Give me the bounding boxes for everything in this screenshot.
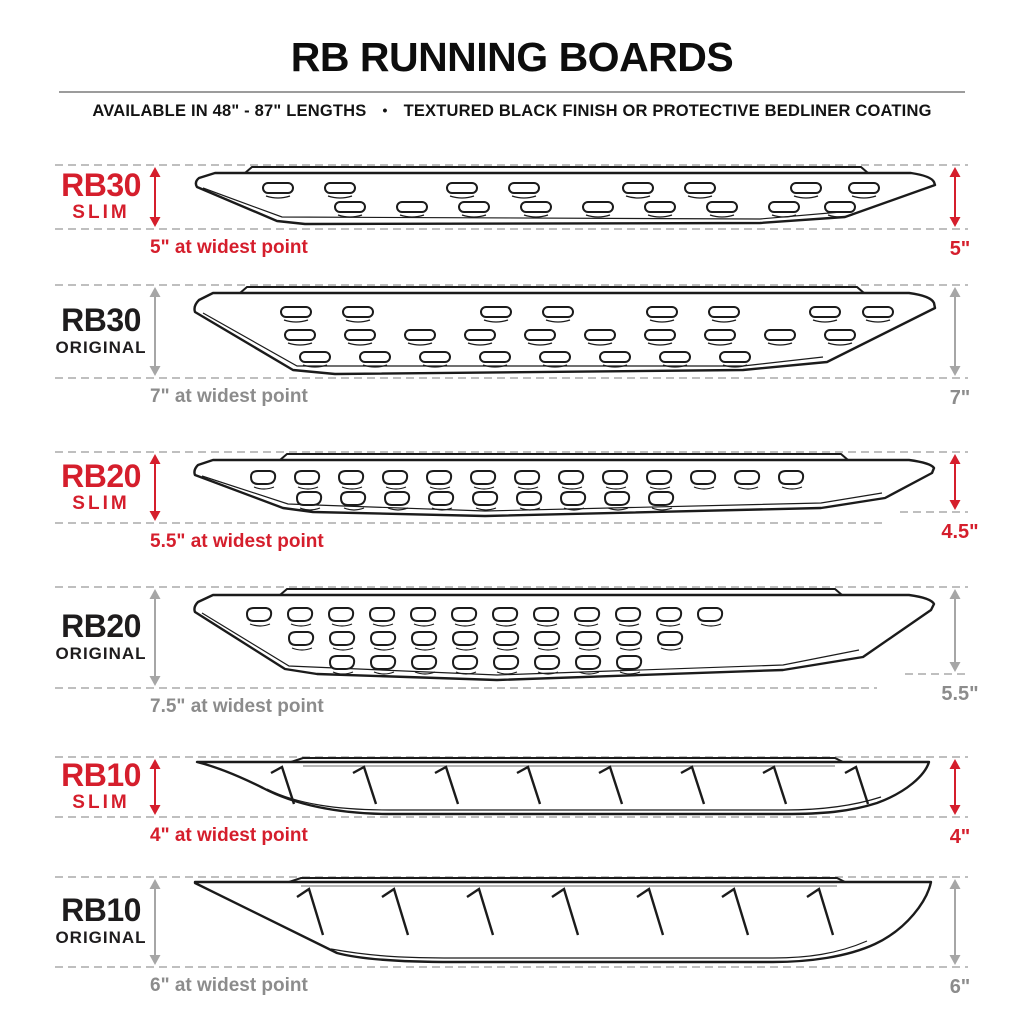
left-dimension-arrow-icon (147, 588, 163, 692)
row-rb30-slim: RB30 SLIM 5" at widest point 5" (55, 164, 970, 269)
variant-name: SLIM (72, 202, 130, 223)
right-dimension-arrow-icon (947, 758, 963, 821)
row-rb10-slim: RB10 SLIM 4" at widest point 4" (55, 756, 970, 857)
model-name: RB30 (61, 302, 141, 338)
right-dimension-arrow-icon (947, 878, 963, 971)
row-rb30-original: RB30 ORIGINAL 7" at widest point 7" (55, 284, 970, 418)
running-board-drawing-rb20-original (185, 587, 942, 694)
right-dimension-arrow-icon (947, 286, 963, 382)
left-dimension-arrow-icon (147, 758, 163, 821)
subtitle-finish: TEXTURED BLACK FINISH OR PROTECTIVE BEDL… (403, 102, 932, 120)
bottom-dashline (55, 816, 968, 818)
left-dimension-arrow-icon (147, 286, 163, 382)
bottom-dashline (55, 522, 883, 524)
running-board-drawing-rb20-slim (185, 452, 942, 529)
left-dimension-arrow-icon (147, 878, 163, 971)
page-title: RB RUNNING BOARDS (290, 34, 734, 80)
right-dimension-arrow-icon (947, 453, 963, 516)
subtitle-lengths: AVAILABLE IN 48" - 87" LENGTHS (92, 102, 367, 120)
variant-name: ORIGINAL (55, 928, 147, 947)
product-label: RB30 SLIM (55, 168, 147, 224)
header: RB RUNNING BOARDS AVAILABLE IN 48" - 87"… (0, 0, 1024, 121)
product-label: RB20 SLIM (55, 459, 147, 515)
top-dashline (55, 451, 968, 453)
right-dashline (905, 673, 968, 675)
model-name: RB20 (61, 608, 141, 644)
row-rb10-original: RB10 ORIGINAL 6" at widest point 6" (55, 876, 970, 1007)
right-dimension-arrow-icon (947, 166, 963, 233)
model-name: RB30 (61, 167, 141, 203)
bottom-dashline (55, 687, 877, 689)
subtitle: AVAILABLE IN 48" - 87" LENGTHS • TEXTURED … (0, 102, 1024, 121)
variant-name: ORIGINAL (55, 338, 147, 357)
bottom-dashline (55, 377, 968, 379)
row-rb20-original: RB20 ORIGINAL 7.5" at widest point 5.5" (55, 586, 979, 728)
row-rb20-slim: RB20 SLIM 5.5" at widest point 4.5" (55, 451, 979, 563)
running-board-drawing-rb30-slim (185, 165, 942, 235)
subtitle-bullet: • (382, 102, 388, 118)
product-label: RB20 ORIGINAL (55, 609, 147, 665)
bottom-dashline (55, 966, 968, 968)
top-dashline (55, 586, 968, 588)
model-name: RB20 (61, 458, 141, 494)
right-dashline (900, 511, 968, 513)
product-label: RB10 ORIGINAL (55, 893, 147, 949)
widest-point-dimension: 4" at widest point (150, 825, 308, 846)
variant-name: SLIM (72, 792, 130, 813)
running-board-drawing-rb10-original (185, 877, 942, 973)
end-height-dimension: 5" (949, 238, 971, 260)
end-height-dimension: 7" (949, 387, 971, 409)
bottom-dashline (55, 228, 968, 230)
model-name: RB10 (61, 892, 141, 928)
product-label: RB10 SLIM (55, 758, 147, 814)
left-dimension-arrow-icon (147, 166, 163, 233)
widest-point-dimension: 6" at widest point (150, 975, 308, 996)
widest-point-dimension: 5" at widest point (150, 237, 308, 258)
left-dimension-arrow-icon (147, 453, 163, 527)
widest-point-dimension: 7" at widest point (150, 386, 308, 407)
model-name: RB10 (61, 757, 141, 793)
variant-name: ORIGINAL (55, 644, 147, 663)
top-dashline (55, 164, 968, 166)
widest-point-dimension: 5.5" at widest point (150, 531, 324, 552)
title-divider (59, 91, 965, 93)
widest-point-dimension: 7.5" at widest point (150, 696, 324, 717)
end-height-dimension: 4" (949, 826, 971, 848)
running-board-drawing-rb10-slim (185, 757, 942, 823)
right-dimension-arrow-icon (947, 588, 963, 678)
end-height-dimension: 6" (949, 976, 971, 998)
end-height-dimension: 5.5" (941, 683, 979, 705)
end-height-dimension: 4.5" (941, 521, 979, 543)
variant-name: SLIM (72, 493, 130, 514)
top-dashline (55, 284, 968, 286)
product-label: RB30 ORIGINAL (55, 303, 147, 359)
running-board-drawing-rb30-original (185, 285, 942, 384)
